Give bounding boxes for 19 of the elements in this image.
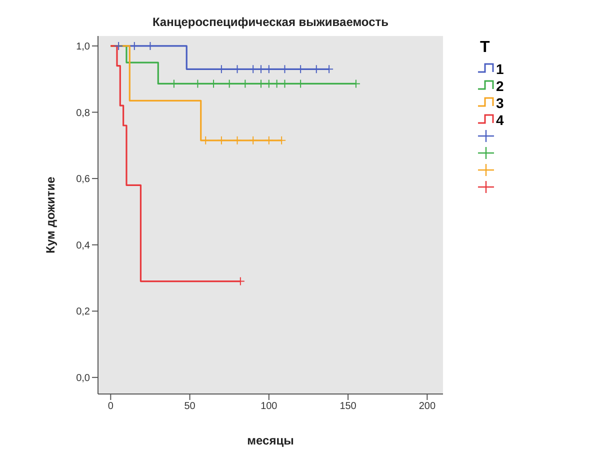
x-tick-label: 50 <box>184 401 196 412</box>
legend-label: 4 <box>496 112 504 128</box>
y-tick-label: 1,0 <box>76 41 90 52</box>
x-tick-label: 100 <box>260 401 278 412</box>
legend-title: T <box>480 39 490 56</box>
chart-title: Канцероспецифическая выживаемость <box>152 15 389 29</box>
y-axis-title: Кум дожитие <box>43 176 58 254</box>
legend-label: 1 <box>496 61 504 77</box>
legend-label: 2 <box>496 78 504 94</box>
x-tick-label: 150 <box>340 401 357 412</box>
y-tick-label: 0,4 <box>76 240 90 252</box>
x-tick-label: 0 <box>108 401 114 412</box>
legend-label: 3 <box>496 95 504 111</box>
y-tick-label: 0,0 <box>76 372 90 384</box>
x-tick-label: 200 <box>418 401 436 412</box>
y-tick-label: 0,2 <box>76 306 90 318</box>
y-tick-label: 0,8 <box>76 108 90 119</box>
x-axis-title: месяцы <box>247 434 294 448</box>
y-tick-label: 0,6 <box>76 174 90 186</box>
